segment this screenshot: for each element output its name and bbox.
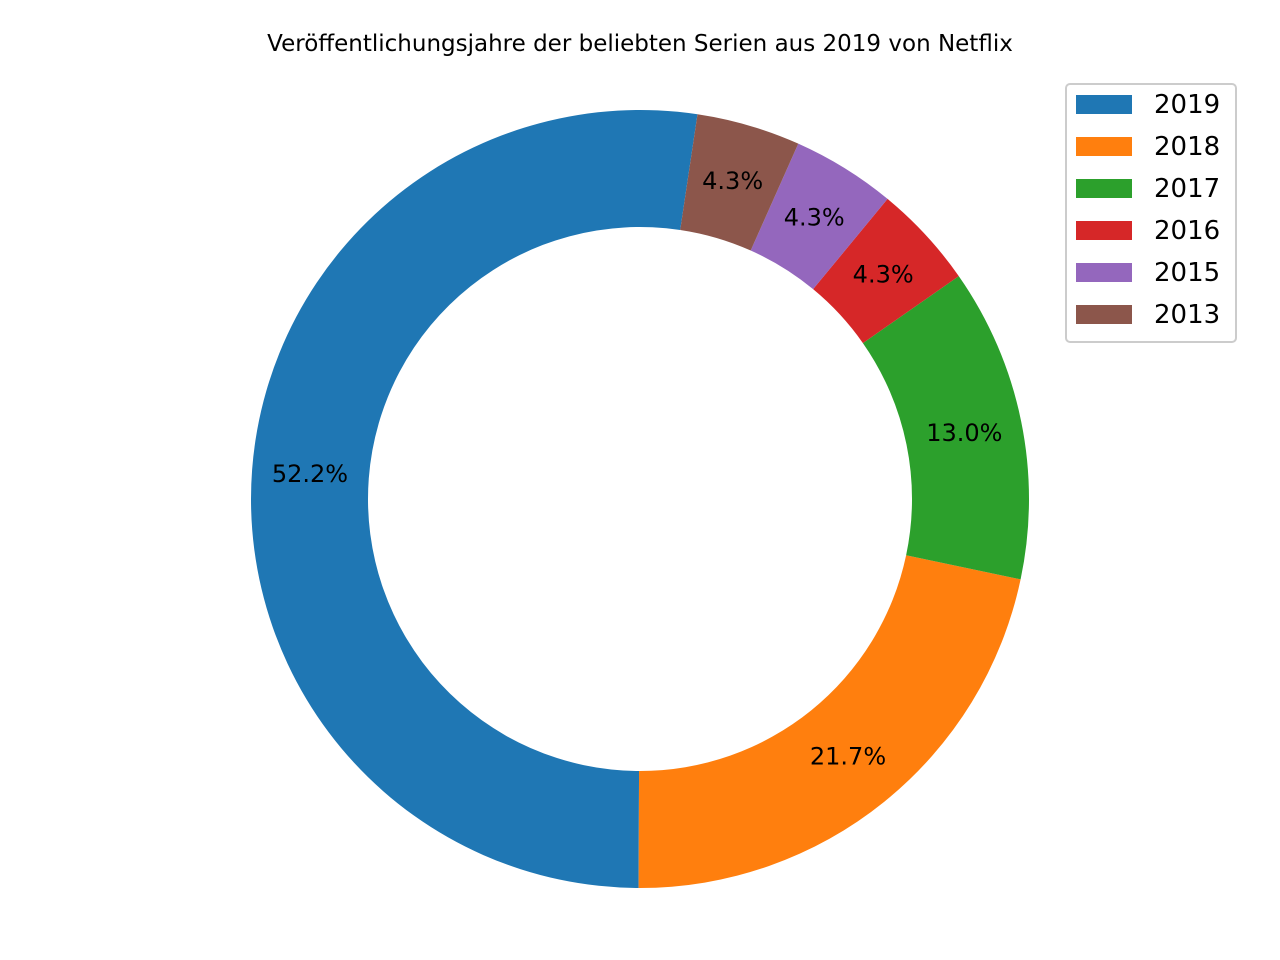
legend-label-2019: 2019	[1154, 90, 1220, 120]
pct-label-2013: 4.3%	[702, 167, 763, 195]
legend-label-2017: 2017	[1154, 174, 1220, 204]
chart-title: Veröffentlichungsjahre der beliebten Ser…	[267, 31, 1013, 57]
legend-swatch-2019	[1076, 95, 1132, 114]
pct-label-2018: 21.7%	[810, 742, 886, 770]
legend-label-2016: 2016	[1154, 216, 1220, 246]
legend-swatch-2018	[1076, 137, 1132, 156]
pct-label-2015: 4.3%	[784, 204, 845, 232]
pct-label-2019: 52.2%	[272, 460, 348, 488]
pct-label-2017: 13.0%	[926, 419, 1002, 447]
donut-slices	[251, 110, 1029, 889]
percentage-labels: 52.2% 21.7% 13.0% 4.3% 4.3% 4.3%	[272, 167, 1003, 770]
slice-2018	[638, 555, 1021, 889]
slice-2016	[813, 198, 959, 344]
legend-label-2015: 2015	[1154, 258, 1220, 288]
slice-2019	[251, 110, 698, 888]
slice-2013	[680, 114, 799, 251]
legend: 2019 2018 2017 2016 2015 2013	[1065, 83, 1237, 343]
slice-2017	[862, 276, 1029, 580]
legend-swatch-2015	[1076, 263, 1132, 282]
legend-label-2013: 2013	[1154, 300, 1220, 330]
legend-swatch-2013	[1076, 305, 1132, 324]
legend-swatch-2017	[1076, 179, 1132, 198]
pct-label-2016: 4.3%	[853, 260, 914, 288]
legend-label-2018: 2018	[1154, 132, 1220, 162]
legend-swatch-2016	[1076, 221, 1132, 240]
slice-2015	[750, 143, 888, 290]
